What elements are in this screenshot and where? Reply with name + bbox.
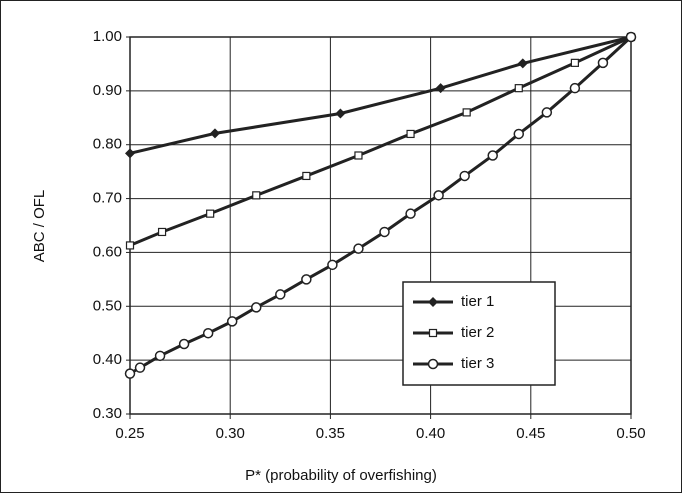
legend-marker	[428, 328, 438, 338]
marker	[379, 226, 390, 238]
marker	[597, 57, 609, 69]
marker	[625, 31, 637, 43]
x-tick-label: 0.35	[316, 425, 345, 442]
y-tick-label: 0.70	[93, 190, 122, 207]
plot-area	[129, 36, 632, 415]
y-tick-label: 0.40	[93, 351, 122, 368]
marker	[202, 327, 214, 339]
marker	[569, 82, 581, 94]
y-tick-label: 1.00	[93, 28, 122, 45]
y-tick-label: 0.60	[93, 243, 122, 260]
marker	[157, 227, 167, 237]
marker	[134, 362, 146, 373]
marker	[226, 316, 238, 327]
marker	[353, 243, 364, 254]
x-tick-label: 0.30	[216, 425, 245, 442]
legend-label: tier 1	[461, 293, 494, 310]
marker	[125, 148, 135, 159]
series-line	[129, 35, 632, 155]
marker	[541, 107, 553, 118]
legend-label: tier 2	[461, 324, 494, 341]
marker	[124, 368, 136, 379]
marker	[513, 128, 525, 140]
marker	[517, 58, 528, 69]
legend-marker	[428, 297, 438, 307]
legend-marker	[427, 358, 439, 370]
marker	[252, 191, 261, 200]
marker	[125, 241, 135, 250]
marker	[433, 190, 444, 201]
marker	[462, 108, 471, 117]
x-axis-label: P* (probability of overfishing)	[245, 467, 437, 484]
y-tick-label: 0.90	[93, 82, 122, 99]
marker	[178, 338, 190, 350]
marker	[335, 108, 346, 119]
marker	[459, 170, 470, 182]
marker	[405, 208, 416, 219]
marker	[435, 83, 446, 94]
marker	[275, 289, 286, 300]
marker	[514, 84, 523, 93]
x-tick-label: 0.25	[115, 425, 144, 442]
y-axis-label: ABC / OFL	[31, 190, 48, 263]
y-tick-label: 0.50	[93, 297, 122, 314]
y-tick-label: 0.80	[93, 136, 122, 153]
marker	[209, 128, 220, 139]
marker	[406, 129, 415, 139]
y-tick-label: 0.30	[93, 405, 122, 422]
marker	[327, 259, 338, 271]
x-tick-label: 0.45	[516, 425, 545, 442]
x-tick-label: 0.40	[416, 425, 445, 442]
marker	[487, 150, 498, 161]
marker	[302, 171, 311, 181]
legend-label: tier 3	[461, 355, 494, 372]
marker	[354, 151, 363, 160]
marker	[301, 274, 312, 285]
marker	[154, 350, 166, 362]
x-tick-label: 0.50	[616, 425, 645, 442]
marker	[570, 58, 579, 67]
marker	[251, 302, 262, 313]
marker	[206, 209, 215, 218]
